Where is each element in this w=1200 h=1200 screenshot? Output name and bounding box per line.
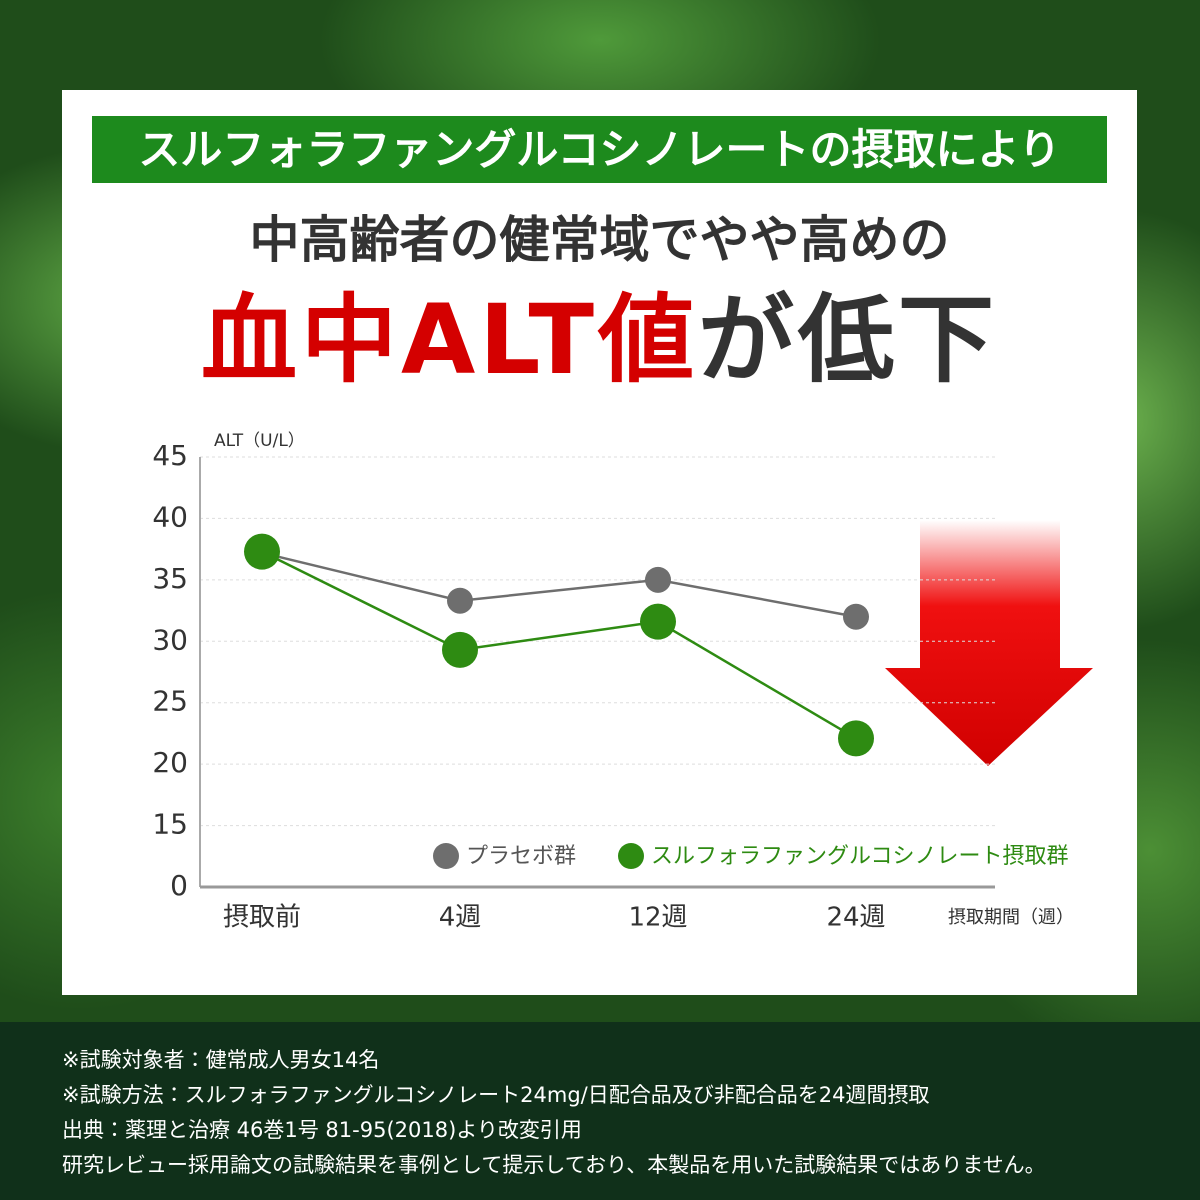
data-point	[838, 720, 874, 757]
data-point	[640, 603, 676, 640]
data-point	[244, 533, 280, 570]
footnote: ※試験方法：スルフォラファングルコシノレート24mg/日配合品及び非配合品を24…	[62, 1083, 930, 1107]
data-point	[843, 603, 869, 630]
data-point	[447, 587, 473, 614]
y-tick-label: 35	[152, 562, 188, 595]
headline-highlight: 血中ALT値	[200, 284, 699, 396]
legend-label: スルフォラファングルコシノレート摂取群	[651, 844, 1069, 869]
banner: スルフォラファングルコシノレートの摂取により	[92, 116, 1107, 183]
y-tick-label: 20	[152, 746, 188, 779]
headline-rest: が低下	[698, 284, 999, 396]
legend-label: プラセボ群	[466, 844, 576, 869]
series-line	[261, 550, 857, 740]
x-axis-label: 摂取期間（週）	[948, 907, 1074, 928]
legend-marker	[618, 843, 644, 869]
data-point	[442, 631, 478, 668]
footnote: ※試験対象者：健常成人男女14名	[62, 1048, 380, 1072]
y-tick-label: 25	[152, 685, 188, 718]
y-tick-label: 15	[152, 808, 188, 841]
y-axis-label: ALT（U/L）	[214, 431, 305, 451]
down-arrow	[885, 520, 1093, 766]
headline: 中高齢者の健常域でやや高めの	[249, 211, 950, 269]
footnote: 研究レビュー採用論文の試験結果を事例として提示しており、本製品を用いた試験結果で…	[62, 1153, 1046, 1177]
series-line	[261, 551, 857, 618]
x-tick-label: 摂取前	[223, 903, 301, 933]
footnote: 出典：薬理と治療 46巻1号 81-95(2018)より改変引用	[62, 1118, 582, 1142]
data-point	[645, 566, 671, 593]
x-tick-label: 4週	[439, 903, 482, 933]
footer: ※試験対象者：健常成人男女14名 ※試験方法：スルフォラファングルコシノレート24…	[0, 1022, 1200, 1200]
headline-main: 血中ALT値が低下	[62, 262, 1137, 401]
x-tick-label: 12週	[628, 903, 687, 933]
y-tick-label: 40	[152, 500, 188, 533]
x-tick-label: 24週	[826, 903, 885, 933]
legend-marker	[433, 843, 459, 869]
y-tick-label: 0	[170, 869, 188, 902]
y-tick-label: 30	[152, 623, 188, 656]
y-tick-label: 45	[152, 439, 188, 472]
